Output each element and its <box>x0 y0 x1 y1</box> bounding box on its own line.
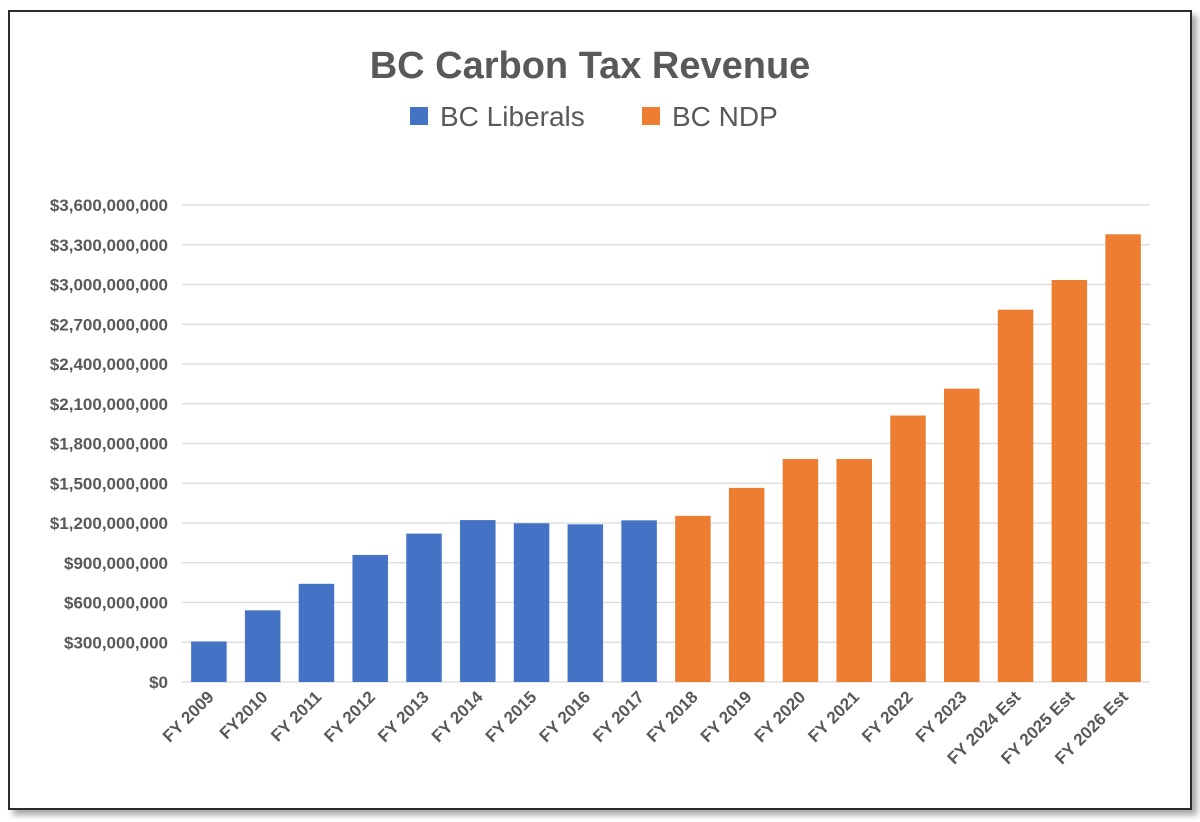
chart-title: BC Carbon Tax Revenue <box>370 45 811 87</box>
bars <box>191 234 1141 682</box>
legend: BC Liberals BC NDP <box>410 101 778 132</box>
bar <box>997 309 1034 682</box>
bar <box>675 515 711 682</box>
bar-chart: BC Carbon Tax Revenue BC Liberals BC NDP … <box>50 45 1150 768</box>
y-tick-label: $1,800,000,000 <box>50 435 168 454</box>
bar <box>728 487 765 682</box>
bar <box>890 415 926 682</box>
x-tick-label: FY 2017 <box>589 687 648 746</box>
bar <box>352 554 388 682</box>
y-tick-label: $1,200,000,000 <box>50 514 168 533</box>
x-tick-label: FY 2014 <box>428 687 487 746</box>
x-tick-label: FY 2011 <box>267 687 325 745</box>
legend-label-1: BC NDP <box>672 101 778 132</box>
y-tick-label: $300,000,000 <box>64 633 168 652</box>
y-tick-label: $3,300,000,000 <box>50 236 168 255</box>
bar <box>298 583 335 682</box>
legend-label-0: BC Liberals <box>440 101 585 132</box>
bar <box>244 610 281 682</box>
bar <box>782 459 819 682</box>
x-tick-label: FY 2022 <box>858 687 917 746</box>
gridlines <box>182 204 1150 683</box>
y-axis-ticks: $0 $300,000,000 $600,000,000 $900,000,000 $1… <box>50 196 168 692</box>
x-tick-label: FY 2018 <box>643 687 702 746</box>
x-tick-label: FY 2019 <box>697 687 756 746</box>
y-tick-label: $1,500,000,000 <box>50 474 168 493</box>
bar <box>513 523 550 682</box>
y-tick-label: $2,400,000,000 <box>50 355 168 374</box>
x-tick-label: FY 2013 <box>374 687 433 746</box>
y-tick-label: $3,000,000,000 <box>50 276 168 295</box>
x-tick-label: FY 2020 <box>751 687 810 746</box>
chart-frame: BC Carbon Tax Revenue BC Liberals BC NDP … <box>8 10 1192 810</box>
x-tick-label: FY 2016 <box>535 687 594 746</box>
x-tick-label: FY 2012 <box>320 687 379 746</box>
bar <box>836 459 872 682</box>
y-tick-label: $0 <box>149 673 168 692</box>
y-tick-label: $2,100,000,000 <box>50 395 168 414</box>
y-tick-label: $2,700,000,000 <box>50 315 168 334</box>
bar <box>567 524 604 682</box>
x-tick-label: FY 2021 <box>804 687 863 746</box>
y-tick-label: $600,000,000 <box>64 594 168 613</box>
y-tick-label: $900,000,000 <box>64 554 168 573</box>
bar <box>944 388 980 682</box>
bar <box>1051 279 1088 682</box>
legend-swatch-0 <box>410 107 428 125</box>
y-tick-label: $3,600,000,000 <box>50 196 168 215</box>
x-tick-label: FY2010 <box>216 687 272 743</box>
bar <box>621 520 657 682</box>
x-tick-label: FY 2015 <box>482 687 541 746</box>
bar <box>191 641 227 682</box>
bar <box>1105 234 1141 682</box>
bar <box>460 520 496 682</box>
x-tick-label: FY 2009 <box>159 687 218 746</box>
bar <box>406 533 442 682</box>
legend-swatch-1 <box>642 107 660 125</box>
